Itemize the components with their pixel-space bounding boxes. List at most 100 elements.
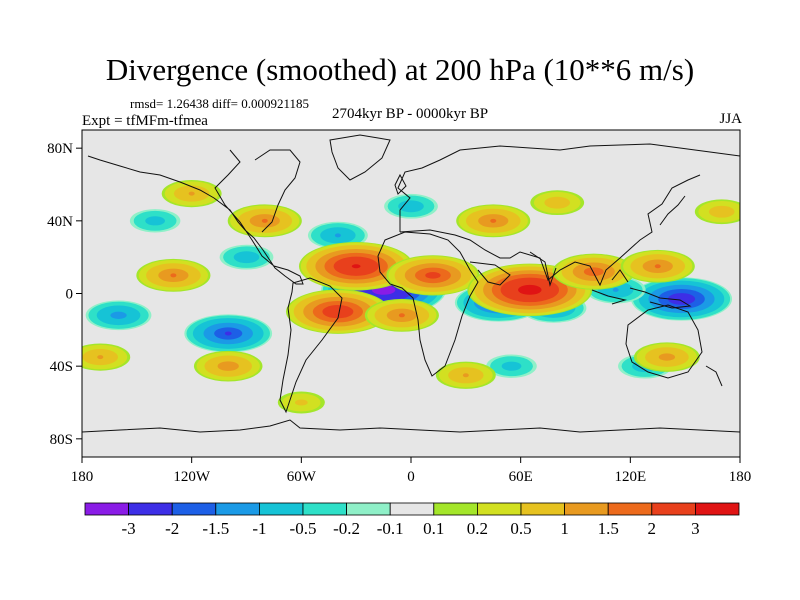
contour-fill (97, 355, 104, 360)
anomaly-feature (184, 314, 273, 353)
period-label: 2704kyr BP - 0000kyr BP (331, 106, 489, 122)
colorbar-label: 2 (648, 519, 657, 538)
contour-fill (462, 373, 469, 378)
x-tick-label: 0 (407, 469, 415, 485)
anomaly-feature (620, 249, 695, 283)
colorbar-label: 1 (560, 519, 569, 538)
coast-arabia-india (469, 251, 557, 287)
map-axes: 180 120W 60W 0 60E 120E 180 80N 40N 0 40S 80S (47, 141, 751, 485)
coast-australia (625, 304, 723, 387)
contour-fill (170, 273, 177, 278)
contour-fill (654, 264, 661, 269)
x-tick-label: 180 (729, 469, 752, 485)
coast-africa (377, 231, 479, 377)
anomaly-feature (193, 350, 263, 382)
contour-fill (658, 353, 676, 361)
anomaly-feature (435, 361, 496, 389)
coast-greenland (329, 134, 391, 181)
anomaly-feature (456, 204, 531, 238)
x-tick-label: 60E (509, 469, 533, 485)
anomaly-feature (286, 289, 390, 334)
anomaly-feature (486, 354, 537, 378)
colorbar-label: 0.2 (467, 519, 488, 538)
stats-text: rmsd= 1.26438 diff= 0.000921185 (130, 96, 309, 111)
contour-fill (612, 287, 619, 292)
colorbar-swatch (695, 502, 740, 516)
anomaly-feature (384, 193, 438, 219)
contour-fill (224, 331, 232, 336)
colorbar-swatch (607, 502, 653, 516)
anomaly-feature (634, 342, 700, 372)
contour-fill (425, 272, 441, 279)
colorbar-swatch (564, 502, 609, 516)
y-tick-label: 40S (50, 359, 73, 375)
colorbar-swatch (476, 502, 522, 516)
contour-fill (398, 313, 405, 318)
anomaly-feature (136, 258, 211, 292)
colorbar-label: 0.5 (510, 519, 531, 538)
experiment-label: Expt = tfMFm-tfmea (82, 113, 208, 129)
contour-fill (708, 205, 735, 218)
colorbar-swatch (302, 502, 347, 516)
contour-fill (351, 264, 361, 269)
colorbar-label: -2 (165, 519, 179, 538)
field-layer (82, 179, 740, 414)
chart-title: Divergence (smoothed) at 200 hPa (10**6 … (105, 52, 695, 87)
contour-fill (334, 233, 341, 238)
x-tick-label: 180 (71, 469, 94, 485)
x-tick-label: 120E (614, 469, 646, 485)
x-tick-label: 60W (287, 469, 317, 485)
contour-fill (145, 216, 165, 226)
x-tick-label: 120W (173, 469, 211, 485)
coastlines (82, 134, 740, 433)
colorbar-label: -0.2 (333, 519, 360, 538)
colorbar-swatch (84, 502, 129, 516)
y-tick-label: 80N (47, 141, 73, 157)
contour-fill (544, 196, 571, 209)
anomaly-feature (227, 204, 302, 238)
anomaly-feature (364, 298, 439, 332)
colorbar-swatch (215, 502, 260, 516)
colorbar-swatch (171, 502, 217, 516)
coast-uk (394, 173, 407, 195)
contour-fill (490, 218, 497, 223)
contour-fill (667, 293, 696, 305)
anomaly-feature (298, 242, 414, 291)
contour-fill (217, 361, 239, 371)
anomaly-feature (82, 343, 131, 371)
coast-japan (659, 195, 686, 226)
contour-fill (110, 311, 127, 319)
anomaly-feature (552, 253, 635, 290)
y-tick-label: 40N (47, 214, 73, 230)
colorbar-label: 1.5 (598, 519, 619, 538)
anomaly-feature (694, 199, 740, 225)
anomaly-feature (277, 391, 325, 414)
coast-maritime (591, 269, 692, 309)
colorbar-label: -0.5 (290, 519, 317, 538)
colorbar-swatch (128, 502, 173, 516)
colorbar-swatch (651, 502, 696, 516)
contour-fill (294, 399, 308, 406)
contour-fill (501, 361, 522, 371)
y-tick-label: 0 (66, 287, 74, 303)
anomaly-feature (307, 221, 368, 249)
contour-fill (188, 191, 195, 196)
anomaly-feature (129, 209, 181, 233)
anomaly-feature (386, 255, 480, 296)
colorbar-swatch (258, 502, 304, 516)
coast-south-america (279, 277, 343, 414)
anomaly-feature (219, 244, 274, 270)
colorbar-swatch (346, 502, 391, 516)
anomaly-feature (85, 300, 152, 331)
anomaly-feature (161, 179, 222, 208)
colorbar-label: -0.1 (377, 519, 404, 538)
coast-antarctica (82, 419, 740, 433)
contour-fill (261, 218, 268, 223)
anomaly-feature (530, 190, 585, 216)
contour-fill (518, 284, 542, 295)
colorbar-swatch (520, 502, 565, 516)
coast-north-america (87, 149, 304, 285)
colorbar-label: -1 (252, 519, 266, 538)
colorbar-label: -3 (122, 519, 136, 538)
colorbar-swatch (433, 502, 478, 516)
